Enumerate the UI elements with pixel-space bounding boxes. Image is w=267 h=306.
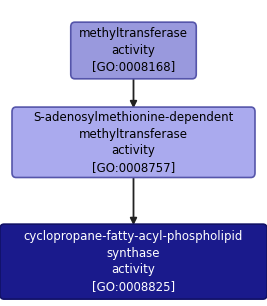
Text: S-adenosylmethionine-dependent
methyltransferase
activity
[GO:0008757]: S-adenosylmethionine-dependent methyltra…: [33, 111, 234, 174]
FancyBboxPatch shape: [71, 22, 196, 79]
Text: cyclopropane-fatty-acyl-phospholipid
synthase
activity
[GO:0008825]: cyclopropane-fatty-acyl-phospholipid syn…: [24, 230, 243, 293]
FancyBboxPatch shape: [12, 107, 255, 177]
Text: methyltransferase
activity
[GO:0008168]: methyltransferase activity [GO:0008168]: [79, 28, 188, 73]
FancyBboxPatch shape: [0, 224, 267, 299]
